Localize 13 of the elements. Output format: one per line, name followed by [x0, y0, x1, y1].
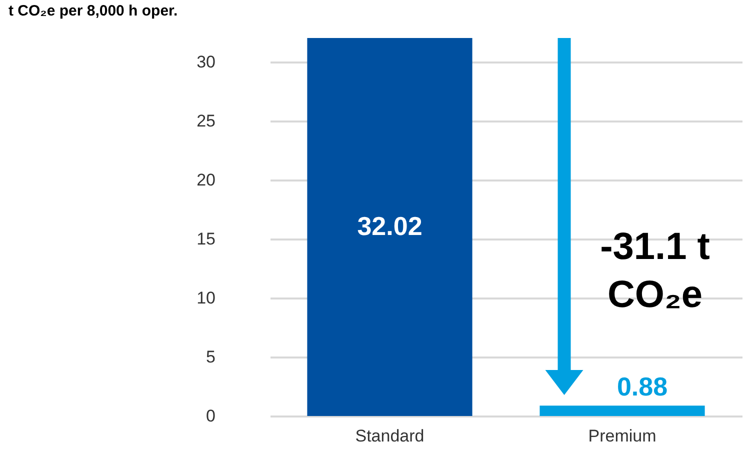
data-label: 32.02	[357, 211, 422, 241]
data-label: 0.88	[616, 372, 668, 402]
x-tick-label: Premium	[588, 426, 656, 446]
y-tick-label: 15	[196, 229, 216, 248]
x-tick-label: Standard	[355, 426, 424, 446]
y-tick-label: 10	[196, 288, 216, 308]
annotation: -31.1 t CO₂e	[600, 226, 710, 316]
y-tick-label: 5	[206, 347, 216, 366]
y-tick-label: 0	[206, 406, 216, 426]
y-tick-label: 30	[196, 52, 216, 72]
y-tick-label: 25	[196, 111, 216, 130]
y-axis-title: t CO₂e per 8,000 h oper.	[8, 2, 178, 20]
y-tick-label: 20	[196, 170, 216, 190]
